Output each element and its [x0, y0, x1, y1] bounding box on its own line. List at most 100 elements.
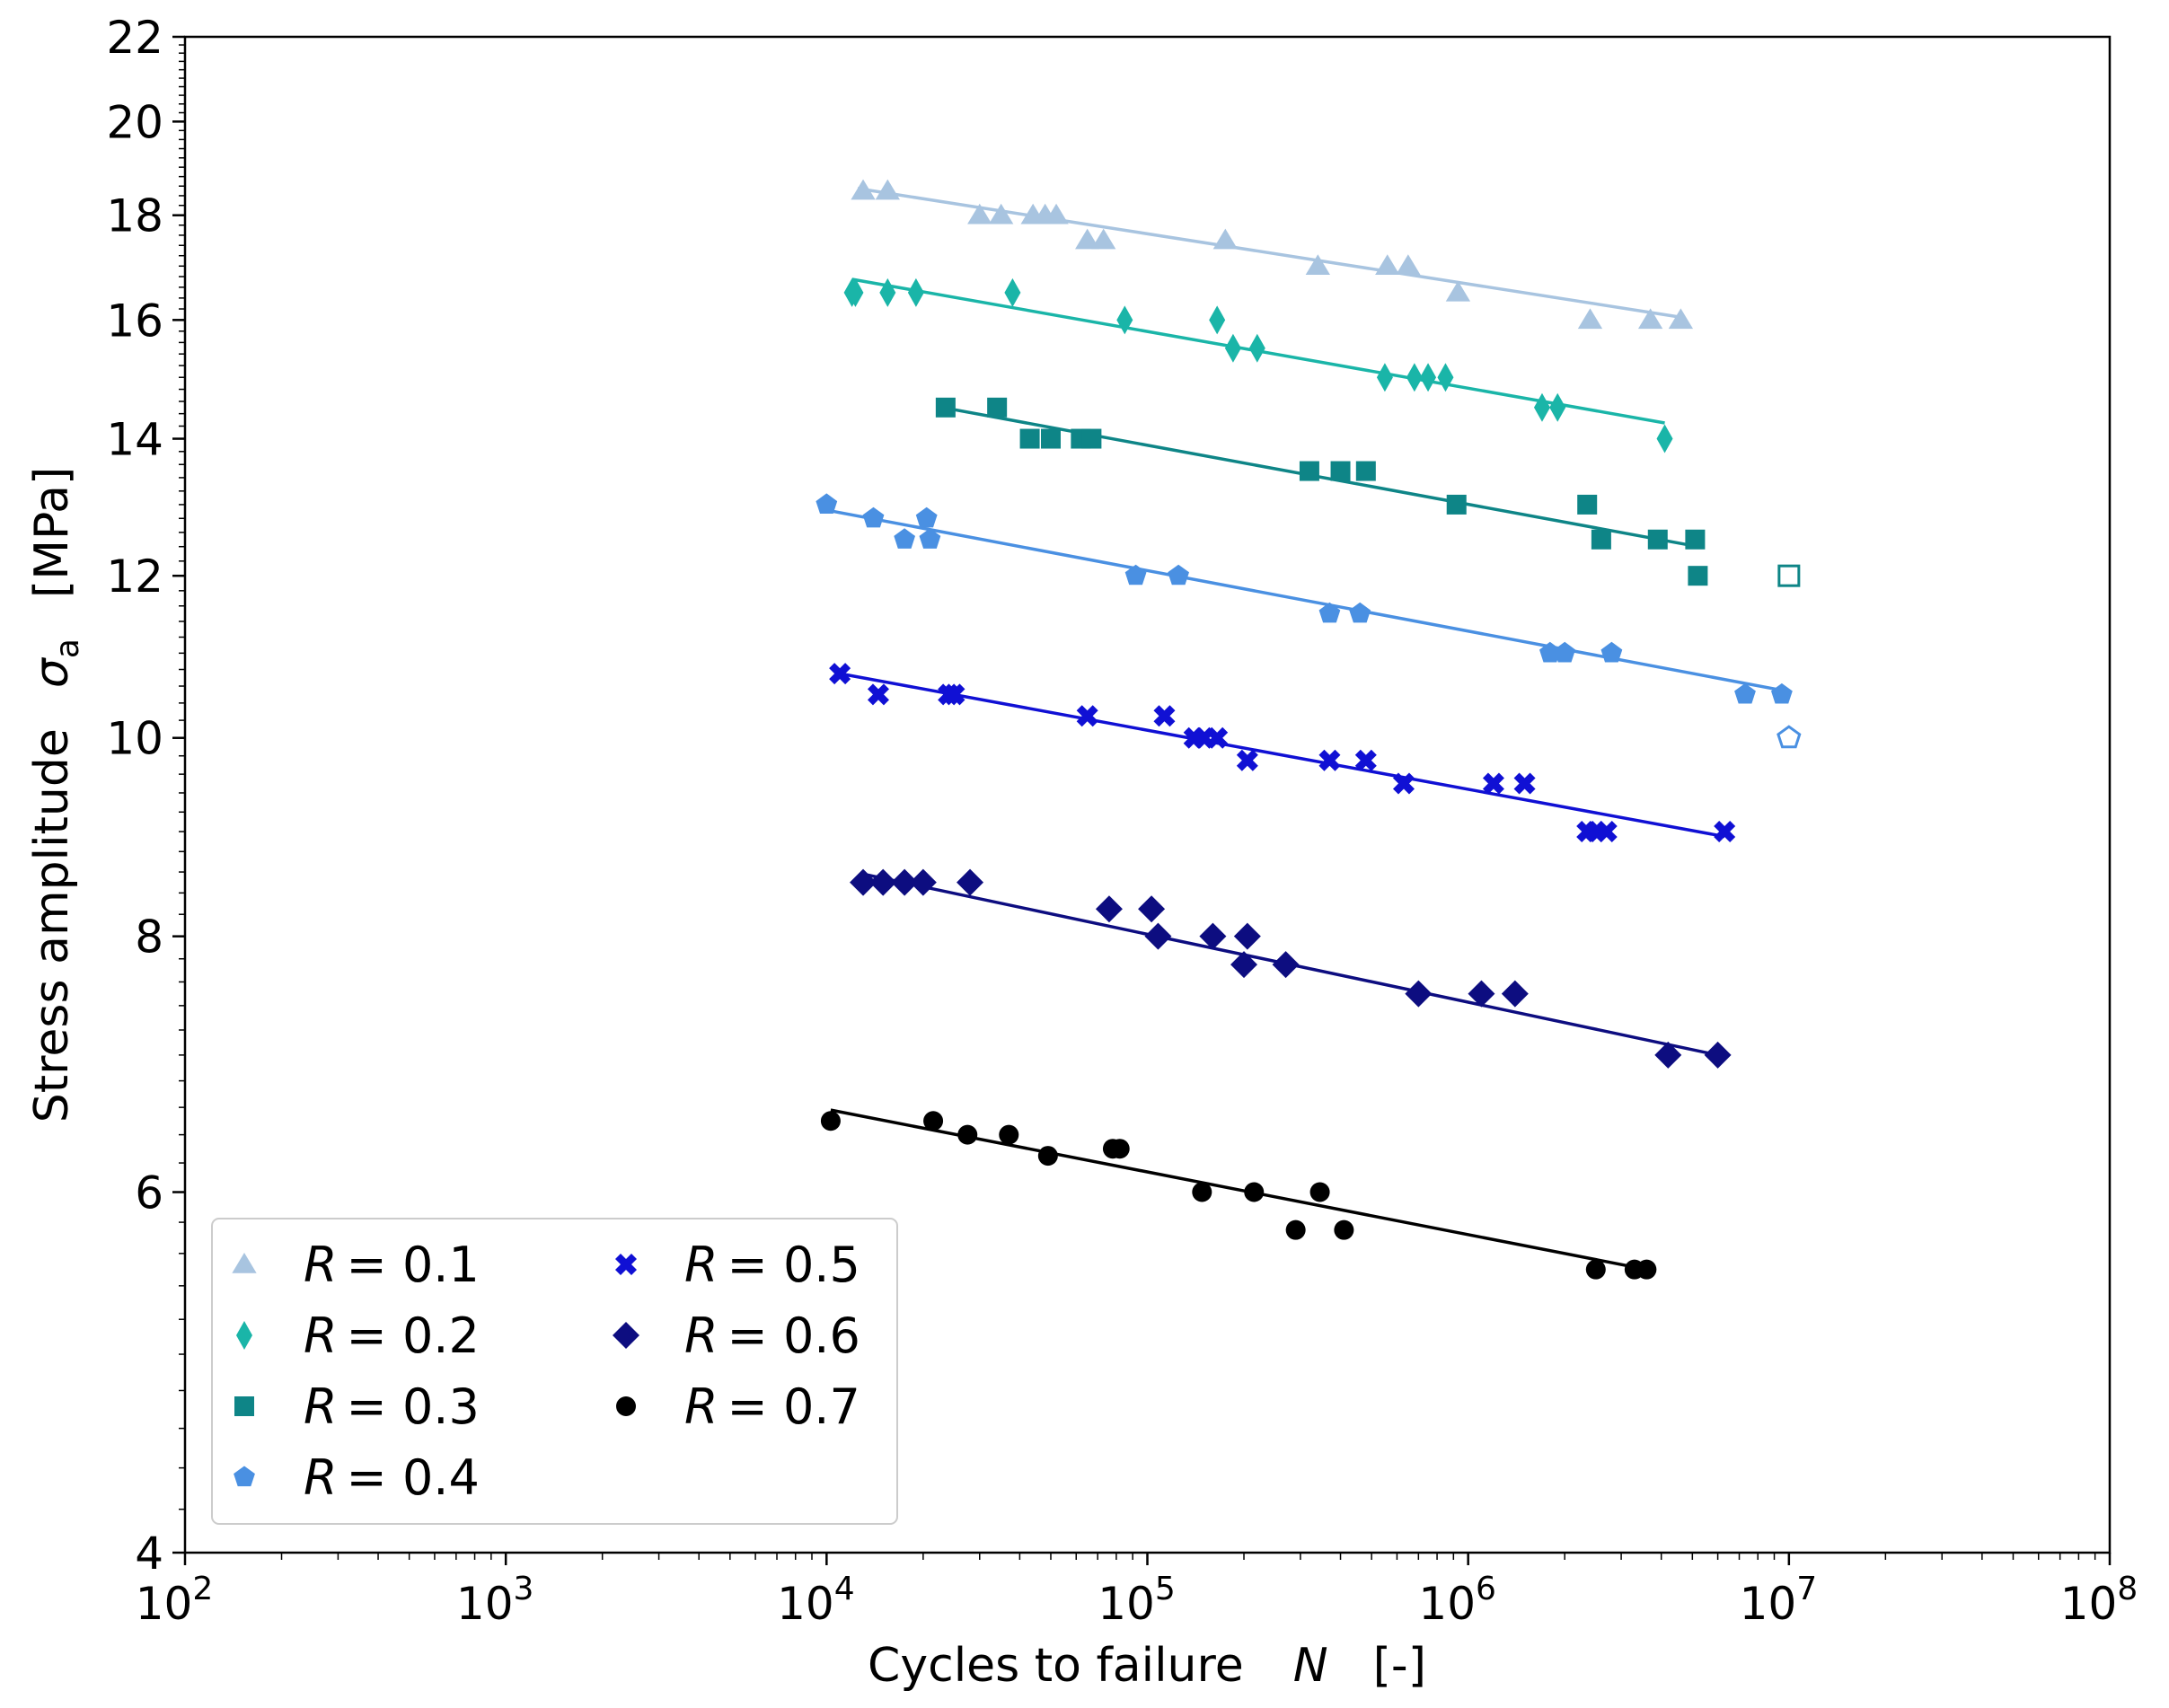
data-point	[1044, 203, 1069, 225]
x-tick-label: 103	[456, 1571, 534, 1630]
legend-marker	[232, 1253, 257, 1273]
series-r-0-3	[935, 397, 1801, 587]
data-point	[1577, 308, 1603, 330]
data-point	[1206, 726, 1229, 749]
x-tick-label-base: 10	[1098, 1578, 1155, 1630]
x-tick-label-exponent: 8	[2117, 1571, 2138, 1607]
data-point	[1688, 566, 1708, 586]
legend-item: R = 0.5	[615, 1237, 860, 1293]
x-tick-label-base: 10	[1418, 1578, 1476, 1630]
data-point	[1714, 821, 1736, 843]
x-tick-label-exponent: 6	[1476, 1571, 1496, 1607]
data-point	[1075, 228, 1100, 250]
data-point	[1585, 1259, 1606, 1280]
data-point	[1318, 749, 1341, 771]
data-point	[1513, 772, 1536, 795]
legend-label: R = 0.3	[304, 1378, 480, 1435]
data-point	[1668, 308, 1694, 330]
data-point	[1248, 333, 1265, 363]
data-point	[1554, 641, 1576, 663]
series-r-0-4	[816, 493, 1802, 749]
legend-label: R = 0.6	[684, 1307, 860, 1364]
legend-label: R = 0.2	[304, 1307, 480, 1364]
runout-point	[1777, 725, 1802, 749]
data-point	[1037, 1146, 1058, 1167]
data-point	[879, 277, 896, 307]
x-tick-label: 104	[777, 1571, 855, 1630]
data-point	[1656, 424, 1673, 453]
data-point	[1224, 333, 1241, 363]
y-axis-label: Stress amplitude σa [MPa]	[25, 467, 86, 1123]
data-point	[1549, 392, 1566, 422]
y-tick-label: 18	[106, 190, 163, 242]
series-r-0-2	[843, 277, 1673, 453]
data-point	[1299, 461, 1319, 481]
x-axis-label-symbol: N	[1293, 1639, 1328, 1693]
x-tick-label: 107	[1740, 1571, 1818, 1630]
data-point	[1076, 705, 1098, 727]
y-tick-label: 14	[106, 414, 163, 466]
data-point	[909, 868, 937, 896]
minor-ticks	[179, 44, 2096, 1560]
y-tick-label: 4	[135, 1528, 163, 1580]
data-point	[1272, 951, 1300, 979]
legend-label-symbol: R	[684, 1378, 719, 1435]
data-point	[1199, 922, 1227, 950]
legend-marker	[613, 1322, 639, 1349]
data-point	[867, 683, 889, 706]
series-r-0-5	[829, 663, 1736, 843]
data-point	[1577, 494, 1598, 515]
x-tick-label: 106	[1418, 1571, 1496, 1630]
data-point	[1233, 922, 1261, 950]
data-point	[967, 203, 992, 225]
data-point	[1318, 602, 1341, 623]
data-point	[1376, 363, 1393, 392]
legend-marker	[234, 1396, 254, 1416]
legend-label: R = 0.7	[684, 1378, 860, 1435]
data-point	[1468, 980, 1495, 1008]
y-tick-label: 20	[106, 96, 163, 148]
series-r-0-7	[820, 1108, 1657, 1280]
x-tick-label-base: 10	[456, 1578, 514, 1630]
data-point	[1355, 461, 1376, 481]
data-point	[923, 1111, 944, 1131]
major-ticks	[172, 35, 2112, 1565]
legend-label-value: = 0.3	[347, 1378, 480, 1435]
x-tick-label-base: 10	[1740, 1578, 1797, 1630]
x-tick-label: 102	[136, 1571, 214, 1630]
data-point	[1153, 705, 1176, 727]
data-point	[1144, 922, 1172, 950]
legend-marker	[615, 1254, 637, 1275]
data-point	[1309, 1182, 1330, 1202]
data-point	[847, 277, 864, 307]
y-tick-label: 22	[106, 12, 163, 64]
data-point	[1192, 1182, 1212, 1202]
data-point	[1138, 895, 1166, 923]
data-point	[1168, 564, 1189, 585]
data-point	[869, 868, 897, 896]
data-point	[1539, 641, 1561, 663]
x-tick-label: 105	[1098, 1571, 1176, 1630]
data-point	[1637, 308, 1663, 330]
data-point	[943, 683, 965, 706]
legend-marker	[236, 1321, 252, 1350]
data-point	[851, 179, 876, 200]
x-tick-label-exponent: 4	[834, 1571, 855, 1607]
data-point	[1595, 821, 1618, 843]
legend-label-value: = 0.5	[727, 1237, 860, 1293]
data-point	[894, 528, 915, 549]
data-point	[1305, 254, 1330, 276]
y-tick-label: 6	[135, 1167, 163, 1219]
data-layer	[816, 179, 1802, 1280]
fit-line	[826, 508, 1783, 692]
legend-label-symbol: R	[684, 1307, 719, 1364]
data-point	[1244, 1182, 1265, 1202]
x-tick-label-exponent: 3	[514, 1571, 534, 1607]
y-tick-label: 8	[135, 911, 163, 964]
data-point	[919, 528, 941, 549]
legend-frame	[211, 1218, 898, 1525]
legend-item: R = 0.4	[234, 1449, 480, 1506]
data-point	[891, 868, 919, 896]
data-point	[1212, 228, 1238, 250]
